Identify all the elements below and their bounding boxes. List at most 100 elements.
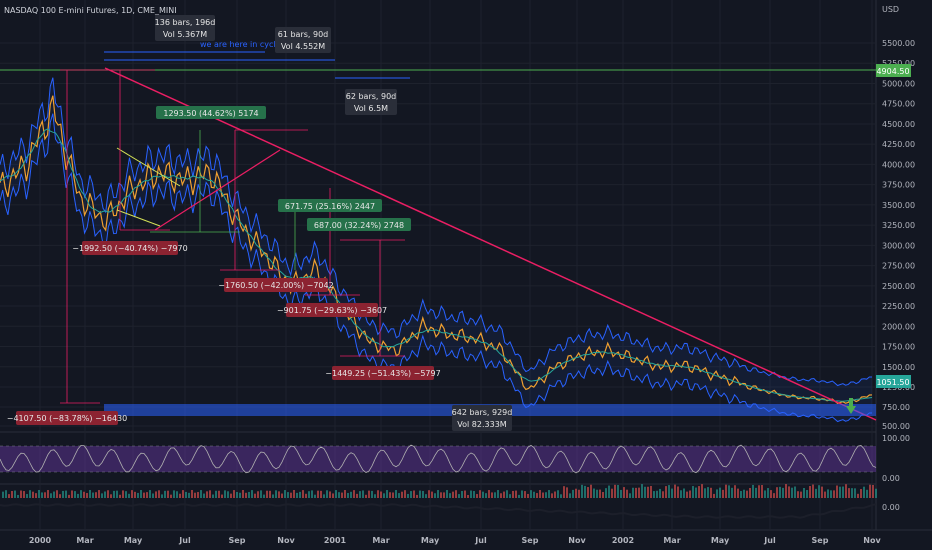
volume-bar (497, 490, 499, 498)
volume-bar (14, 490, 16, 498)
volume-bar (89, 490, 91, 498)
loss-label-2-text: −1760.50 (−42.00%) −7042 (218, 281, 333, 290)
volume-bar (317, 490, 319, 498)
price-tick: 3250.00 (882, 221, 915, 230)
volume-bar (23, 491, 25, 498)
bars-box-2: 61 bars, 90d Vol 4.552M (275, 27, 331, 53)
volume-bar (647, 486, 649, 498)
volume-bar (587, 487, 589, 498)
volume-bar (251, 490, 253, 498)
volume-bar (602, 491, 604, 498)
volume-bar (524, 491, 526, 498)
volume-bar (518, 494, 520, 498)
volume-bar (512, 490, 514, 498)
volume-bar (719, 487, 721, 498)
volume-bar (284, 490, 286, 498)
volume-bar (26, 494, 28, 498)
volume-bar (458, 494, 460, 498)
time-axis-ticks: 2000 Mar May Jul Sep Nov 2001 Mar May Jul Sep Nov 20… (29, 536, 882, 545)
volume-bar (179, 493, 181, 498)
volume-bar (428, 490, 430, 498)
volume-bar (641, 484, 643, 498)
volume-bar (758, 485, 760, 498)
volume-bar (713, 493, 715, 498)
volume-bar (215, 490, 217, 498)
bars-box-3-line2: Vol 6.5M (354, 104, 388, 113)
price-tick: 5000.00 (882, 79, 915, 88)
volume-bar (620, 489, 622, 498)
volume-bar (380, 491, 382, 498)
volume-bar (377, 490, 379, 498)
bars-box-3-line1: 62 bars, 90d (346, 92, 397, 101)
volume-bar (386, 490, 388, 498)
volume-bar (137, 492, 139, 498)
volume-bar (683, 488, 685, 498)
volume-bar (5, 490, 7, 498)
band-lower (0, 113, 873, 423)
volume-bar (782, 487, 784, 498)
wedge-line-lower (116, 209, 161, 227)
volume-bar (98, 490, 100, 498)
volume-bar (365, 494, 367, 498)
volume-bar (770, 490, 772, 498)
volume-bar (779, 486, 781, 498)
volume-bar (173, 490, 175, 498)
volume-bar (449, 493, 451, 498)
volume-bar (506, 490, 508, 498)
bars-box-1: 136 bars, 196d Vol 5.367M (155, 15, 215, 41)
volume-bar (338, 492, 340, 498)
time-tick: May (124, 536, 143, 545)
volume-bar (110, 494, 112, 498)
volume-bar (548, 490, 550, 498)
volume-bar (800, 491, 802, 498)
volume-bar (8, 494, 10, 498)
loss-label-4: −1449.25 (−51.43%) −5797 (325, 366, 441, 380)
volume-bar (194, 492, 196, 498)
volume-bar (608, 485, 610, 498)
volume-bar (416, 494, 418, 498)
volume-bar (203, 493, 205, 498)
volume-bar (650, 485, 652, 498)
volume-bar (119, 494, 121, 498)
hline-price-tag (876, 64, 911, 77)
time-tick: 2001 (324, 536, 347, 545)
volume-bar (626, 489, 628, 498)
grid (0, 0, 876, 530)
volume-bar (698, 486, 700, 498)
volume-bar (824, 491, 826, 498)
loss-label-3-text: −901.75 (−29.63%) −3607 (277, 306, 387, 315)
volume-bar (341, 492, 343, 498)
price-tick: 4500.00 (882, 120, 915, 129)
time-tick: Sep (812, 536, 829, 545)
volume-bar (629, 493, 631, 498)
volume-bar (596, 489, 598, 498)
volume-bar (668, 485, 670, 498)
volume-bar (350, 491, 352, 498)
volume-bar (197, 492, 199, 498)
volume-bar (863, 486, 865, 498)
volume-bar (584, 485, 586, 498)
volume-bar (152, 493, 154, 498)
volume-bar (122, 490, 124, 498)
volume-bar (482, 491, 484, 498)
volume-bar (53, 491, 55, 498)
trendline[interactable] (104, 67, 877, 421)
volume-bar (503, 491, 505, 498)
price-tick: 500.00 (882, 422, 910, 431)
volume-bar (269, 490, 271, 498)
volume-bar (356, 493, 358, 498)
volume-bar (701, 484, 703, 498)
volume-bar (107, 490, 109, 498)
volume-bar (545, 492, 547, 498)
volume-bar (38, 490, 40, 498)
volume-bar (446, 490, 448, 498)
volume-bar (710, 487, 712, 498)
volume-bar (401, 491, 403, 498)
time-tick: Mar (372, 536, 389, 545)
volume-bar (527, 493, 529, 498)
volume-bar (569, 493, 571, 498)
volume-bar (521, 490, 523, 498)
price-tick: 2000.00 (882, 322, 915, 331)
loss-label-1-text: −1992.50 (−40.74%) −7970 (72, 244, 187, 253)
